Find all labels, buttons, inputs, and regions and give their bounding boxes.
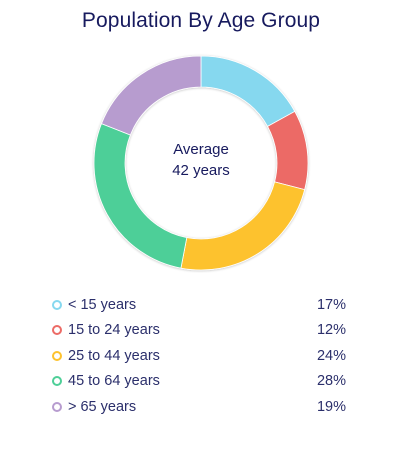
- legend-label: < 15 years: [68, 296, 137, 313]
- legend-label: 25 to 44 years: [68, 347, 160, 364]
- donut-chart: Average 42 years: [91, 53, 311, 273]
- legend-item[interactable]: < 15 years 17%: [52, 292, 346, 318]
- legend-item[interactable]: 15 to 24 years 12%: [52, 318, 346, 344]
- legend: < 15 years 17% 15 to 24 years 12% 25 to …: [52, 292, 346, 420]
- legend-label: 45 to 64 years: [68, 373, 160, 390]
- legend-item[interactable]: 45 to 64 years 28%: [52, 369, 346, 395]
- legend-item[interactable]: 25 to 44 years 24%: [52, 343, 346, 369]
- legend-item[interactable]: > 65 years 19%: [52, 394, 346, 420]
- chart-title: Population By Age Group: [81, 9, 321, 32]
- legend-value: 17%: [316, 296, 346, 313]
- legend-marker-icon: [52, 350, 62, 361]
- legend-marker-icon: [52, 376, 62, 387]
- legend-marker-icon: [52, 401, 62, 412]
- legend-value: 28%: [316, 373, 346, 390]
- donut-slice[interactable]: [200, 55, 296, 127]
- donut-svg: [93, 55, 309, 271]
- legend-value: 24%: [316, 347, 346, 364]
- legend-marker-icon: [52, 299, 62, 310]
- legend-label: 15 to 24 years: [68, 322, 160, 339]
- legend-marker-icon: [52, 325, 62, 336]
- legend-value: 19%: [316, 398, 346, 415]
- center-label-line2: 42 years: [172, 162, 230, 179]
- center-label: Average 42 years: [91, 139, 311, 181]
- legend-value: 12%: [316, 322, 346, 339]
- legend-label: > 65 years: [68, 398, 137, 415]
- donut-slice[interactable]: [180, 181, 306, 271]
- donut-slice[interactable]: [100, 55, 202, 136]
- center-label-line1: Average: [173, 141, 229, 158]
